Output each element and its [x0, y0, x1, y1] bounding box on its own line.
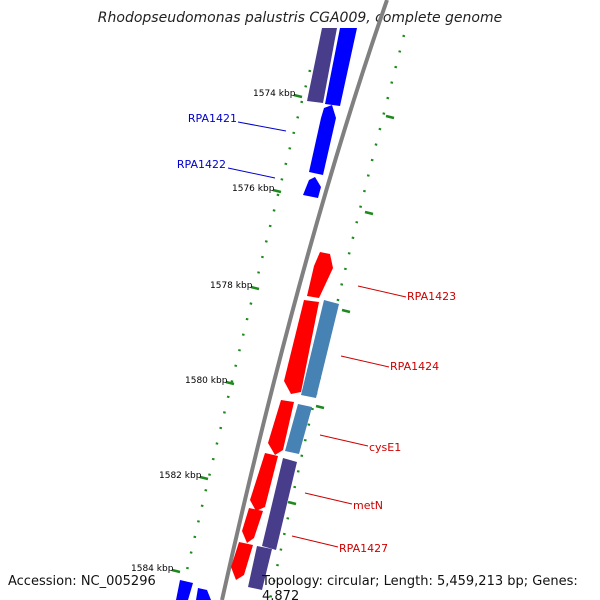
gene-slate-metn[interactable]: [262, 458, 297, 550]
gene-rpa1422[interactable]: [303, 177, 321, 198]
scale-label-1584: 1584 kbp: [131, 564, 174, 574]
label-metn[interactable]: metN: [304, 492, 383, 512]
scale-label-1582: 1582 kbp: [159, 471, 202, 481]
label-rpa1424[interactable]: RPA1424: [340, 355, 439, 373]
label-rpa1424-text: RPA1424: [390, 360, 439, 373]
inner-tick-ring: [178, 69, 312, 600]
gene-slate-bottom[interactable]: [248, 546, 272, 590]
map-title: Rhodopseudomonas palustris CGA009, compl…: [97, 10, 503, 26]
gene-cyse1[interactable]: [268, 400, 294, 455]
scale-label-1574: 1574 kbp: [253, 89, 296, 99]
gene-red-metn-1[interactable]: [250, 453, 278, 511]
topology-info-text: Topology: circular; Length: 5,459,213 bp…: [262, 574, 578, 600]
label-rpa1423[interactable]: RPA1423: [357, 285, 456, 303]
scale-tick-1576: 1576 kbp: [232, 184, 282, 194]
gene-blue-bottom-1[interactable]: [176, 580, 193, 600]
outer-major-ticks: [287, 114, 395, 506]
scale-label-1580: 1580 kbp: [185, 376, 228, 386]
label-rpa1421-text: RPA1421: [188, 112, 237, 125]
label-rpa1427[interactable]: RPA1427: [291, 535, 388, 555]
genome-backbone: [220, 0, 389, 600]
accession-text: Accession: NC_005296: [8, 574, 156, 589]
label-rpa1422-text: RPA1422: [177, 158, 226, 171]
scale-label-1576: 1576 kbp: [232, 184, 275, 194]
scale-tick-1580: 1580 kbp: [185, 376, 235, 386]
gene-steel-2[interactable]: [285, 404, 312, 454]
label-metn-text: metN: [353, 499, 383, 512]
scale-tick-1584: 1584 kbp: [131, 564, 181, 574]
label-rpa1421[interactable]: RPA1421: [188, 112, 287, 132]
gene-rpa1423[interactable]: [307, 252, 333, 298]
gene-blue-bottom-2[interactable]: [196, 588, 211, 600]
gene-red-metn-2[interactable]: [242, 508, 263, 543]
scale-tick-1582: 1582 kbp: [159, 471, 209, 481]
label-rpa1422[interactable]: RPA1422: [177, 158, 276, 179]
gene-rpa1421[interactable]: [309, 105, 336, 175]
label-rpa1427-text: RPA1427: [339, 542, 388, 555]
label-rpa1423-text: RPA1423: [407, 290, 456, 303]
scale-tick-1574: 1574 kbp: [253, 89, 303, 99]
scale-tick-1578: 1578 kbp: [210, 281, 260, 291]
gene-rpa1427[interactable]: [231, 542, 253, 580]
scale-label-1578: 1578 kbp: [210, 281, 253, 291]
gene-rpa1424[interactable]: [284, 300, 319, 394]
gene-blue-top[interactable]: [325, 28, 357, 106]
label-cyse1-text: cysE1: [369, 441, 401, 454]
gene-steel-1[interactable]: [301, 300, 339, 398]
label-cyse1[interactable]: cysE1: [319, 434, 401, 454]
gene-slate-top[interactable]: [307, 28, 337, 103]
